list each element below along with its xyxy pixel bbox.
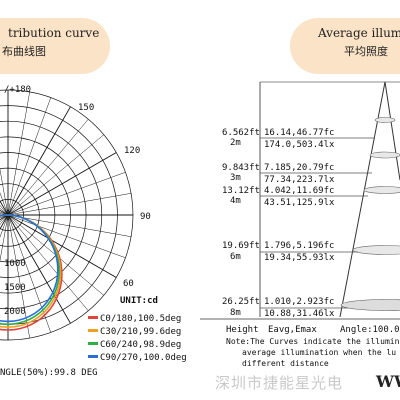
legend-c0: C0/180,100.5deg [100, 314, 181, 324]
illuminance-row-6m: 19.69ft 6m 1.796,5.196fc 19.34,55.93lx [222, 241, 358, 263]
illuminance-row-4m: 13.12ft 4m 4.042,11.69fc 43.51,125.9lx [222, 186, 368, 208]
logo-text: WW [376, 372, 400, 391]
distribution-curve-3 [0, 214, 59, 323]
left-title-pill [0, 18, 110, 74]
row-value-fc: 1.796,5.196fc [264, 241, 334, 251]
radial-label-1000: 1000 [4, 259, 26, 269]
polar-spoke [7, 214, 71, 324]
polar-curves [0, 214, 63, 331]
row-value-lx: 174.0,503.4lx [264, 140, 335, 150]
angle-label-60: 60 [123, 279, 134, 289]
row-height-m: 3m [230, 173, 241, 183]
illuminance-row-2m: 6.562ft 2m 16.14,46.77fc 174.0,503.4lx [222, 128, 375, 150]
right-title-pill [290, 18, 400, 74]
legend-swatch-c30 [88, 329, 98, 332]
polar-spoke [7, 152, 117, 216]
row-height-ft: 9.843ft [222, 163, 260, 173]
row-value-fc: 7.185,20.79fc [264, 163, 334, 173]
column-angle-label: Angle:100.0 [340, 325, 400, 335]
left-title-chinese: 布曲线图 [2, 45, 46, 58]
radial-label-1500: 1500 [4, 283, 26, 293]
cone-ellipse-2m [374, 117, 396, 123]
watermark-text: 深圳市捷能星光电 [215, 374, 344, 392]
right-title-english: Average illumi [318, 26, 400, 40]
polar-spoke [7, 214, 117, 278]
row-height-m: 4m [230, 196, 241, 206]
polar-spoke [7, 134, 104, 216]
beam-angle-label: NGLE(50%):99.8 DEG [0, 368, 98, 378]
polar-spoke [0, 214, 9, 262]
row-height-m: 6m [230, 252, 241, 262]
note-line-2: average illumination when the lu [242, 348, 396, 357]
illuminance-cone-diagram: 6.562ft 2m 16.14,46.77fc 174.0,503.4lx 9… [200, 81, 400, 368]
polar-spoke [7, 119, 89, 216]
cone-ellipse-4m [363, 186, 400, 194]
legend-swatch-c90 [88, 355, 98, 358]
left-title-english: tribution curve [8, 26, 100, 40]
cone-left-edge [339, 81, 386, 318]
row-height-ft: 19.69ft [222, 241, 260, 251]
note-line-1: Note:The Curves indicate the illumin [226, 337, 400, 346]
column-height-label: Height [226, 325, 259, 335]
illuminance-row-3m: 9.843ft 3m 7.185,20.79fc 77.34,223.7lx [222, 163, 372, 185]
note-line-3: different distance [242, 359, 329, 368]
angle-label-120: 120 [124, 146, 140, 156]
top-angle-label: /+180 [4, 85, 31, 95]
cone-ellipse-8m [340, 299, 400, 311]
row-value-fc: 16.14,46.77fc [264, 128, 334, 138]
polar-spoke [7, 91, 30, 216]
polar-spoke [7, 97, 52, 216]
row-height-ft: 26.25ft [222, 297, 260, 307]
right-title-chinese: 平均照度 [344, 45, 388, 58]
cone-ellipse-6m [352, 245, 400, 255]
legend-c60: C60/240,98.9deg [100, 340, 181, 350]
row-value-lx: 43.51,125.9lx [264, 198, 335, 208]
row-height-ft: 6.562ft [222, 128, 260, 138]
polar-spoke [7, 106, 71, 216]
polar-spoke [7, 214, 132, 237]
illuminance-row-8m: 26.25ft 8m 1.010,2.923fc 10.88,31.46lx [222, 297, 348, 319]
column-values-label: Eavg,Emax [268, 325, 317, 335]
polar-spoke [7, 171, 126, 216]
row-value-fc: 1.010,2.923fc [264, 297, 334, 307]
polar-spoke [7, 214, 89, 311]
polar-spoke [0, 214, 9, 238]
angle-label-150: 150 [78, 103, 94, 113]
legend-swatch-c0 [88, 316, 98, 319]
polar-spoke [0, 168, 9, 216]
radial-label-2000: 2000 [4, 307, 26, 317]
row-height-m: 2m [230, 138, 241, 148]
legend-swatch-c60 [88, 342, 98, 345]
unit-label: UNIT:cd [120, 296, 158, 306]
cone-right-edge [384, 81, 400, 181]
row-height-m: 8m [230, 308, 241, 318]
polar-grid [0, 89, 134, 341]
legend-c30: C30/210,99.6deg [100, 327, 181, 337]
polar-distribution-diagram: /+180 150 120 90 60 1000 1500 2000 UNIT:… [0, 85, 187, 378]
polar-spoke [0, 200, 9, 216]
legend-c90: C90/270,100.0deg [100, 353, 187, 363]
polar-spoke [0, 192, 9, 216]
cone-ellipse-3m [369, 151, 400, 159]
polar-spoke [7, 193, 132, 216]
polar-spoke [7, 214, 126, 259]
row-height-ft: 13.12ft [222, 186, 260, 196]
angle-label-90: 90 [140, 212, 151, 222]
row-value-lx: 77.34,223.7lx [264, 175, 335, 185]
row-value-lx: 19.34,55.93lx [264, 253, 335, 263]
row-value-fc: 4.042,11.69fc [264, 186, 334, 196]
row-value-lx: 10.88,31.46lx [264, 309, 335, 319]
